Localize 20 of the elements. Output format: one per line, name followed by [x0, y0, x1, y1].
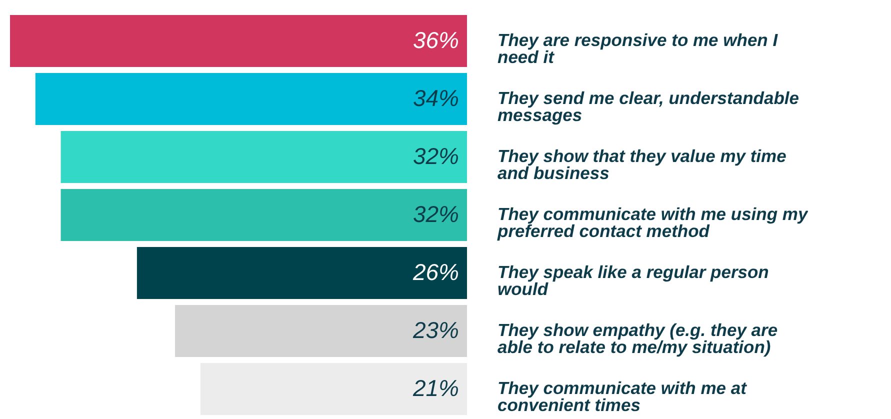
bar	[35, 73, 467, 125]
bar	[175, 305, 467, 357]
bar	[10, 15, 467, 67]
y-tick-label: They send me clear, understandable messages	[498, 88, 800, 125]
y-tick-label: They communicate with me at convenient times	[498, 378, 748, 415]
y-tick-label: They speak like a regular person would	[498, 262, 769, 299]
data-label: 23%	[412, 317, 459, 343]
data-label: 21%	[412, 375, 459, 401]
bar	[60, 189, 467, 241]
y-tick-label: They communicate with me using my preferred contact method	[496, 204, 809, 241]
data-label: 32%	[412, 201, 459, 227]
bar	[136, 247, 467, 299]
y-tick-label: They are responsive to me when I need it	[498, 30, 779, 67]
y-tick-label: They show empathy (e.g. they are able to relate to me/my situation)	[498, 320, 778, 357]
data-label: 36%	[412, 27, 459, 53]
data-label: 34%	[412, 85, 459, 111]
data-label: 32%	[412, 143, 459, 169]
y-tick-label: They show that they value my time and business	[498, 146, 787, 183]
data-label: 26%	[412, 259, 459, 285]
bar	[60, 131, 467, 183]
